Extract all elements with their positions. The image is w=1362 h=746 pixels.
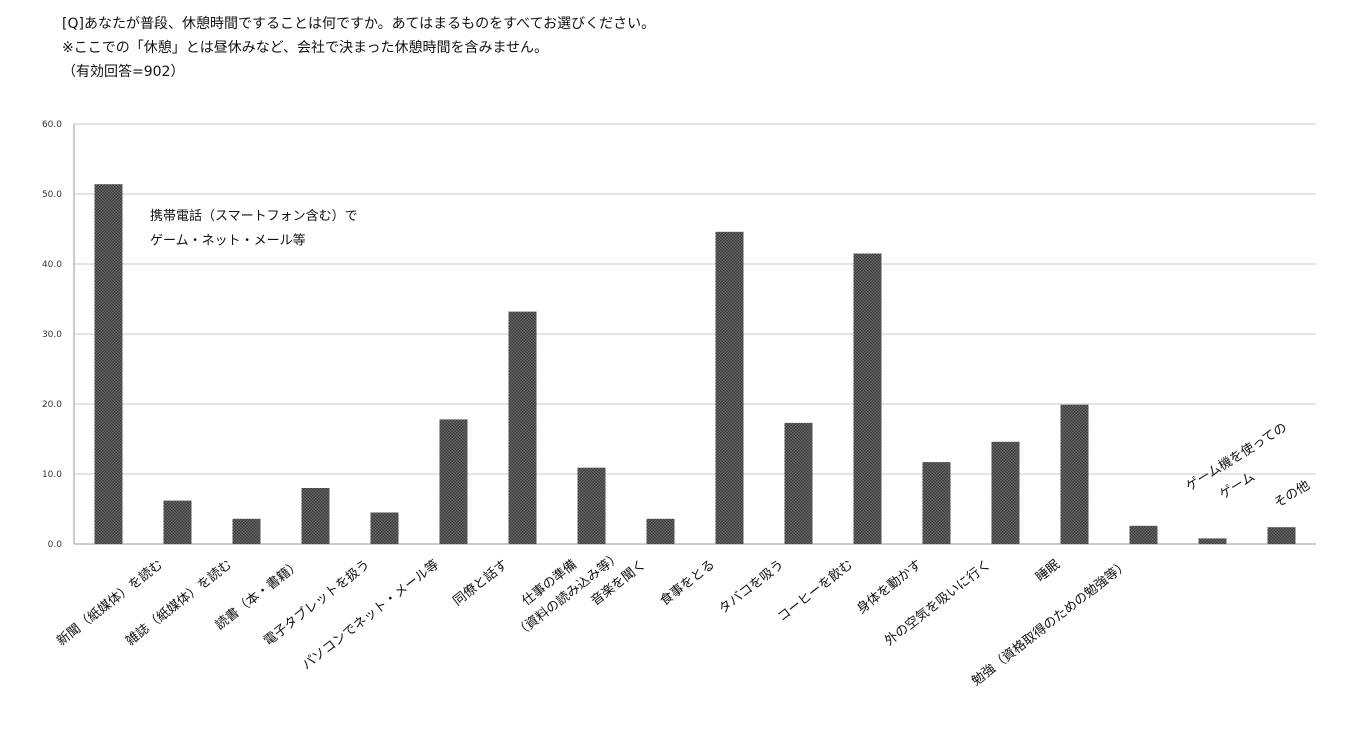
y-tick-label: 0.0 [48, 540, 63, 550]
category-label: 携帯電話（スマートフォン含む）でゲーム・ネット・メール等 [150, 208, 358, 249]
category-label: その他 [1272, 478, 1313, 511]
category-label: 同僚と話す [450, 557, 511, 610]
bar [784, 422, 813, 544]
bar [439, 419, 468, 544]
bar [1060, 404, 1089, 544]
y-tick-label: 50.0 [42, 190, 62, 200]
category-label: 睡眠 [1033, 557, 1063, 585]
bar [922, 462, 951, 544]
bar [646, 518, 675, 544]
bar [1129, 525, 1158, 544]
y-tick-label: 10.0 [42, 470, 62, 480]
chart-subtitle: ※ここでの「休憩」とは昼休みなど、会社で決まった休憩時間を含みません。 [62, 39, 548, 56]
bar [715, 231, 744, 545]
y-tick-label: 40.0 [42, 260, 62, 270]
category-label: 身体を動かす [854, 557, 925, 618]
bar [853, 253, 882, 544]
bar [94, 184, 123, 544]
bar [991, 441, 1020, 544]
bar [1267, 527, 1296, 544]
bar [232, 518, 261, 544]
bar [370, 512, 399, 544]
chart-note: （有効回答=902） [62, 63, 184, 80]
bar [1198, 538, 1227, 544]
bar [577, 467, 606, 544]
category-label: パソコンでネット・メール等 [299, 557, 442, 674]
y-tick-label: 20.0 [42, 400, 62, 410]
chart-title: [Q]あなたが普段、休憩時間ですることは何ですか。あてはまるものをすべてお選びく… [62, 15, 655, 32]
y-tick-label: 30.0 [42, 330, 62, 340]
category-label: コーヒーを飲む [774, 557, 856, 626]
bar [508, 311, 537, 544]
category-label: 食事をとる [657, 557, 718, 610]
bar [301, 488, 330, 544]
bar [163, 500, 192, 544]
category-label: タバコを吸う [716, 557, 787, 617]
y-tick-label: 60.0 [42, 120, 62, 130]
